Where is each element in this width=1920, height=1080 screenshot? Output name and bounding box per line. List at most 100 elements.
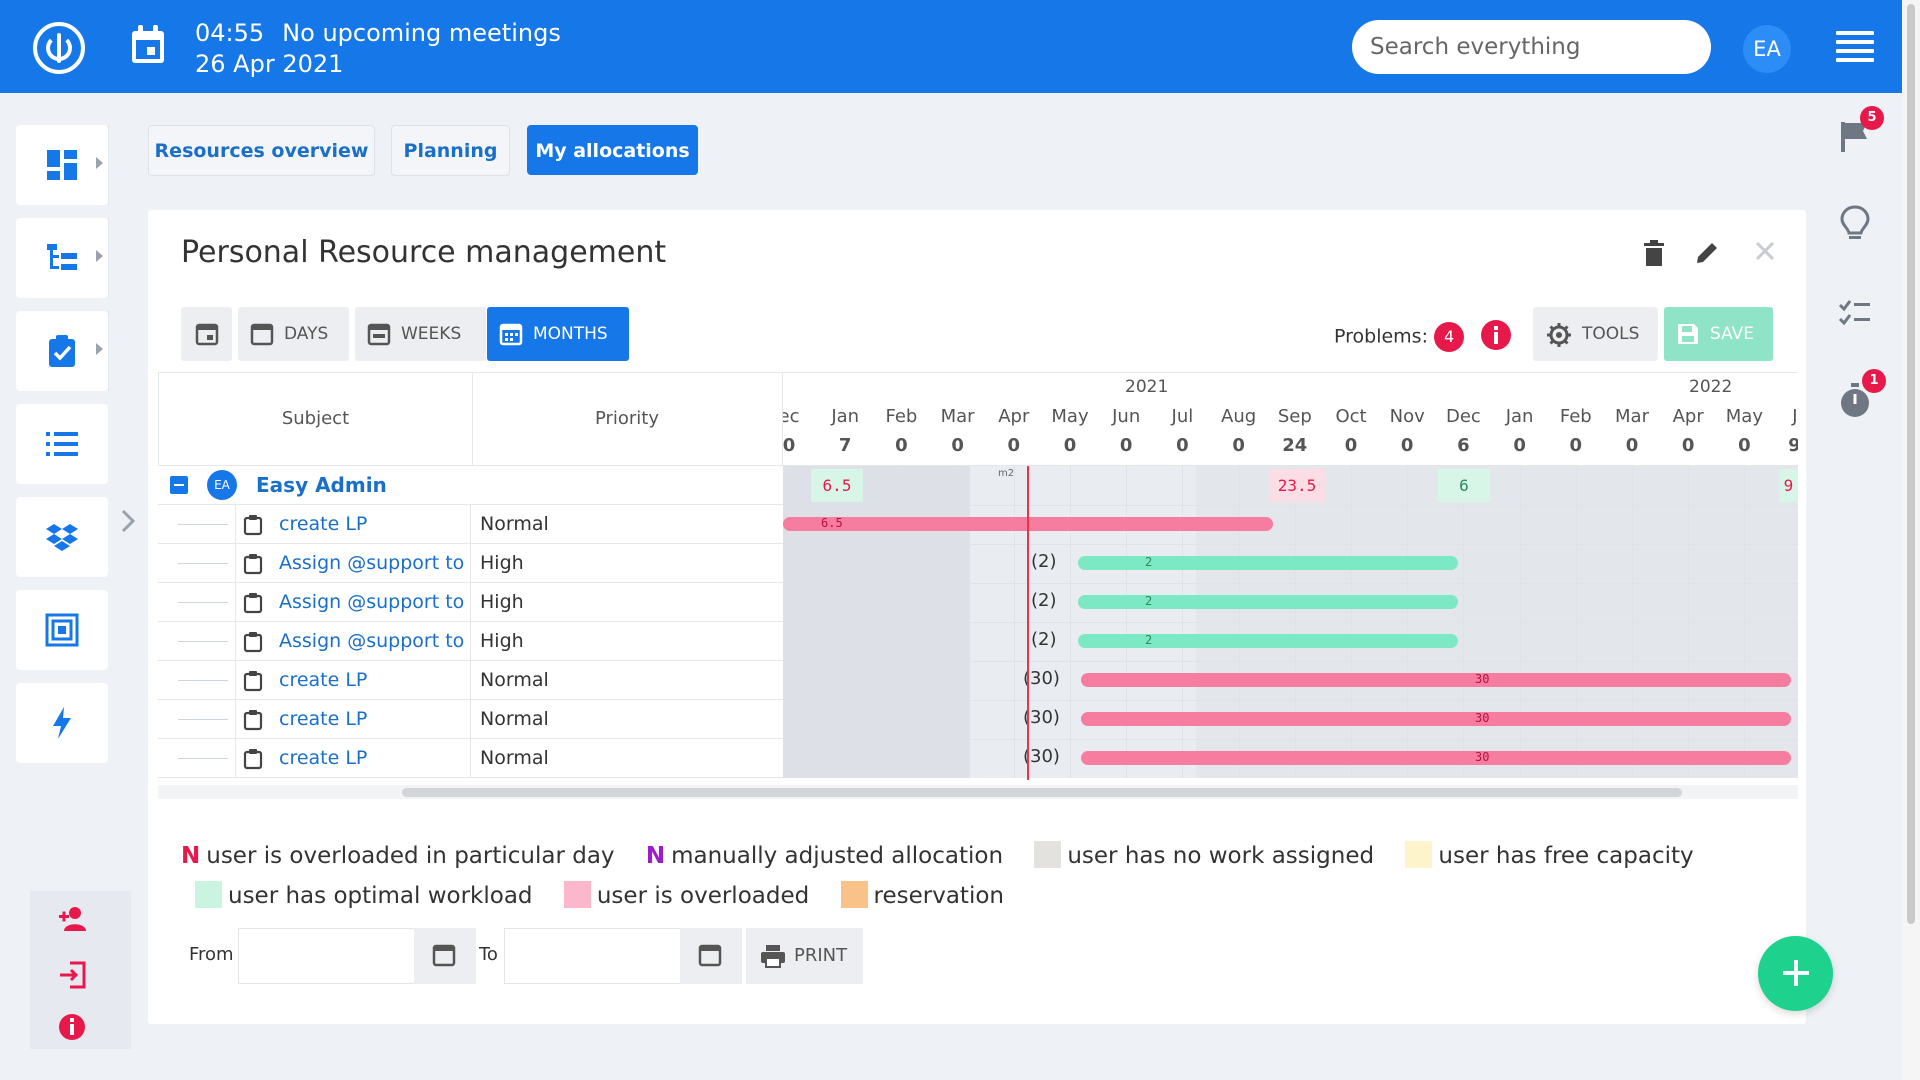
tab-my-allocations[interactable]: My allocations	[527, 125, 698, 175]
manual-mark: N	[645, 843, 666, 869]
save-label: SAVE	[1710, 324, 1755, 344]
allocation-bar[interactable]	[1078, 595, 1458, 609]
page-scrollbar[interactable]	[1902, 0, 1920, 1080]
task-subject-link[interactable]: create LP	[279, 513, 368, 535]
sidebar-item-dashboard[interactable]	[16, 125, 109, 205]
tab-planning[interactable]: Planning	[391, 125, 510, 176]
to-date-input[interactable]	[504, 928, 681, 984]
bar-value-label: 2	[1145, 555, 1153, 569]
app-logo[interactable]	[33, 22, 85, 74]
frame-icon	[45, 613, 79, 647]
menu-icon[interactable]	[1836, 31, 1874, 62]
task-priority: Normal	[480, 747, 549, 769]
estimated-hours-label: (2)	[1031, 629, 1057, 650]
timer-icon[interactable]	[1838, 381, 1872, 419]
column-header-priority[interactable]: Priority	[594, 408, 660, 429]
sidebar-item-projects[interactable]	[16, 218, 109, 298]
to-label: To	[479, 944, 498, 965]
today-button[interactable]	[181, 307, 232, 361]
close-icon[interactable]	[1754, 240, 1776, 262]
group-name[interactable]: Easy Admin	[256, 473, 387, 497]
grid-horizontal-scrollbar[interactable]	[158, 785, 1798, 799]
clock-widget[interactable]: 04:55 No upcoming meetings 26 Apr 2021	[195, 18, 579, 80]
no-work-swatch	[1034, 841, 1062, 868]
month-total: 0	[1738, 435, 1751, 456]
checklist-icon[interactable]	[1838, 298, 1872, 328]
info-icon[interactable]	[1480, 319, 1512, 351]
sidebar-item-tasks[interactable]	[16, 311, 109, 391]
lightbulb-icon[interactable]	[1838, 205, 1872, 243]
task-subject-link[interactable]: Assign @support to s	[279, 552, 469, 574]
edit-icon[interactable]	[1694, 240, 1720, 266]
table-row[interactable]: Assign @support to s High	[158, 622, 783, 661]
month-total: 0	[1119, 435, 1133, 456]
allocation-cell[interactable]: 6	[1438, 469, 1490, 502]
allocation-bar[interactable]	[1078, 634, 1458, 648]
trash-icon[interactable]	[1642, 240, 1666, 268]
column-header-subject[interactable]: Subject	[159, 373, 473, 465]
group-row[interactable]: EA Easy Admin	[158, 466, 783, 505]
table-row[interactable]: Assign @support to s High	[158, 583, 783, 622]
month-total: 0	[1400, 435, 1414, 456]
expand-sidebar-icon[interactable]	[120, 508, 136, 534]
month-label: Mar	[940, 406, 975, 427]
collapse-icon[interactable]	[170, 476, 188, 494]
calendar-icon	[698, 944, 722, 967]
add-button[interactable]	[1758, 936, 1833, 1011]
allocation-bar[interactable]	[1081, 673, 1791, 687]
from-date-picker[interactable]	[414, 928, 476, 984]
task-subject-link[interactable]: Assign @support to s	[279, 630, 469, 652]
table-row[interactable]: Assign @support to s High	[158, 544, 783, 583]
month-label: Jun	[1112, 406, 1141, 427]
sidebar-item-modules[interactable]	[16, 590, 108, 670]
sidebar-item-list[interactable]	[16, 404, 108, 484]
table-row[interactable]: create LP Normal	[158, 739, 783, 778]
table-row[interactable]: create LP Normal	[158, 700, 783, 739]
months-button[interactable]: MONTHS	[487, 307, 629, 361]
days-button[interactable]: DAYS	[238, 307, 349, 361]
month-total: 0	[951, 435, 964, 456]
month-total: 0	[1569, 435, 1583, 456]
overload-day-mark: N	[181, 843, 201, 869]
info-icon[interactable]	[58, 1013, 86, 1041]
days-label: DAYS	[284, 324, 329, 344]
task-subject-link[interactable]: create LP	[279, 669, 368, 691]
from-date-input[interactable]	[238, 928, 415, 984]
sidebar-item-quick-actions[interactable]	[16, 683, 108, 763]
login-icon[interactable]	[58, 961, 88, 989]
save-button[interactable]: SAVE	[1664, 307, 1773, 361]
month-label: ec	[783, 406, 800, 427]
task-subject-link[interactable]: create LP	[279, 747, 368, 769]
calendar-icon[interactable]	[130, 25, 166, 65]
tools-button[interactable]: TOOLS	[1533, 307, 1658, 361]
weeks-button[interactable]: WEEKS	[355, 307, 486, 361]
allocation-bar[interactable]	[1081, 712, 1791, 726]
task-subject-link[interactable]: create LP	[279, 708, 368, 730]
flag-icon[interactable]	[1838, 120, 1872, 154]
search-input[interactable]	[1352, 20, 1711, 74]
bar-value-label: 30	[1475, 672, 1490, 686]
allocation-cell[interactable]: 6.5	[811, 469, 863, 502]
month-label: Oct	[1335, 406, 1367, 427]
current-time: 04:55	[195, 19, 265, 47]
tab-resources-overview[interactable]: Resources overview	[148, 125, 375, 176]
allocation-bar[interactable]	[1081, 751, 1791, 765]
month-total: 90	[1773, 435, 1798, 456]
calendar-week-icon	[367, 323, 391, 346]
sidebar-item-dropbox[interactable]	[16, 497, 108, 577]
allocation-cell[interactable]: 9	[1779, 469, 1798, 502]
add-user-icon[interactable]	[58, 905, 90, 933]
allocation-cell[interactable]: 23.5	[1269, 469, 1325, 502]
to-date-picker[interactable]	[680, 928, 742, 984]
table-row[interactable]: create LP Normal	[158, 661, 783, 700]
print-button[interactable]: PRINT	[746, 928, 863, 984]
table-row[interactable]: create LP Normal	[158, 505, 783, 544]
problems-indicator[interactable]: Problems: 4	[1334, 322, 1465, 352]
month-label: Sep	[1277, 406, 1312, 427]
task-subject-link[interactable]: Assign @support to s	[279, 591, 469, 613]
meetings-status: No upcoming meetings	[282, 19, 561, 47]
month-label: Jan	[1505, 406, 1534, 427]
floppy-icon	[1678, 324, 1698, 344]
user-avatar[interactable]: EA	[1743, 25, 1791, 73]
allocation-bar[interactable]	[1078, 556, 1458, 570]
